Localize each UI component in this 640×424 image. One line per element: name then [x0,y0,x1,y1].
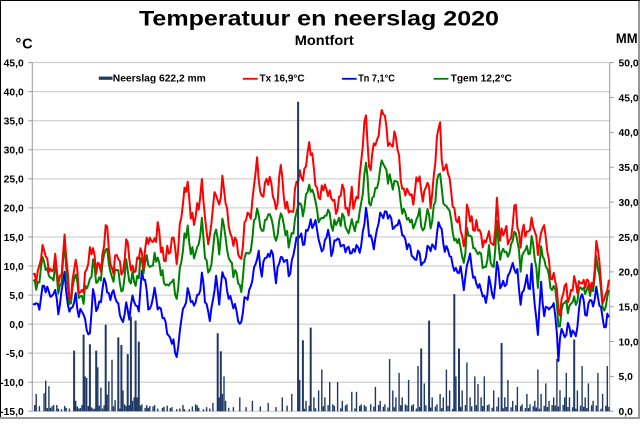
svg-text:Montfort: Montfort [295,33,354,48]
svg-text:25,0: 25,0 [619,233,639,244]
svg-text:Temperatuur en neerslag 2020: Temperatuur en neerslag 2020 [139,6,499,30]
svg-text:0,0: 0,0 [9,320,24,331]
svg-text:45,0: 45,0 [4,58,24,69]
svg-text:45,0: 45,0 [619,93,639,104]
svg-text:MM: MM [616,31,638,46]
svg-text:5,0: 5,0 [9,291,24,302]
svg-text:40,0: 40,0 [619,128,639,139]
svg-text:15,0: 15,0 [4,233,24,244]
svg-text:10,0: 10,0 [619,337,639,348]
svg-text:25,0: 25,0 [4,175,24,186]
svg-text:Tn 7,1°C: Tn 7,1°C [358,74,395,85]
svg-text:40,0: 40,0 [4,87,24,98]
svg-text:-10,0: -10,0 [0,378,24,389]
svg-text:5,0: 5,0 [619,372,634,383]
svg-text:-5,0: -5,0 [6,349,24,360]
svg-text:30,0: 30,0 [4,146,24,157]
svg-text:35,0: 35,0 [4,117,24,128]
svg-text:0,0: 0,0 [619,407,634,418]
svg-text:20,0: 20,0 [4,204,24,215]
svg-text:Tx 16,9°C: Tx 16,9°C [260,74,306,85]
svg-text:Tgem 12,2°C: Tgem 12,2°C [451,74,513,85]
svg-text:10,0: 10,0 [4,262,24,273]
svg-text:°C: °C [16,36,34,52]
svg-text:35,0: 35,0 [619,163,639,174]
svg-text:30,0: 30,0 [619,198,639,209]
svg-text:20,0: 20,0 [619,268,639,279]
svg-text:50,0: 50,0 [619,58,639,69]
svg-text:-15,0: -15,0 [0,407,24,418]
svg-text:15,0: 15,0 [619,302,639,313]
svg-text:Neerslag 622,2 mm: Neerslag 622,2 mm [113,74,206,85]
